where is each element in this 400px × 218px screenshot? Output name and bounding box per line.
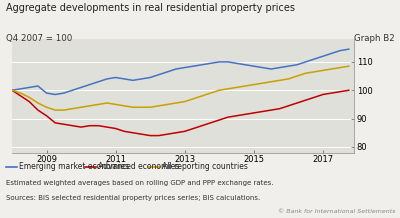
Text: Aggregate developments in real residential property prices: Aggregate developments in real residenti… — [6, 3, 295, 13]
Text: Advanced economies: Advanced economies — [98, 162, 180, 171]
Text: Graph B2: Graph B2 — [354, 34, 395, 43]
Text: Emerging market economies: Emerging market economies — [19, 162, 129, 171]
Text: © Bank for International Settlements: © Bank for International Settlements — [278, 209, 395, 214]
Text: All reporting countries: All reporting countries — [162, 162, 248, 171]
Text: Sources: BIS selected residential property prices series; BIS calculations.: Sources: BIS selected residential proper… — [6, 195, 260, 201]
Text: Q4 2007 = 100: Q4 2007 = 100 — [6, 34, 72, 43]
Text: Estimated weighted averages based on rolling GDP and PPP exchange rates.: Estimated weighted averages based on rol… — [6, 180, 274, 186]
